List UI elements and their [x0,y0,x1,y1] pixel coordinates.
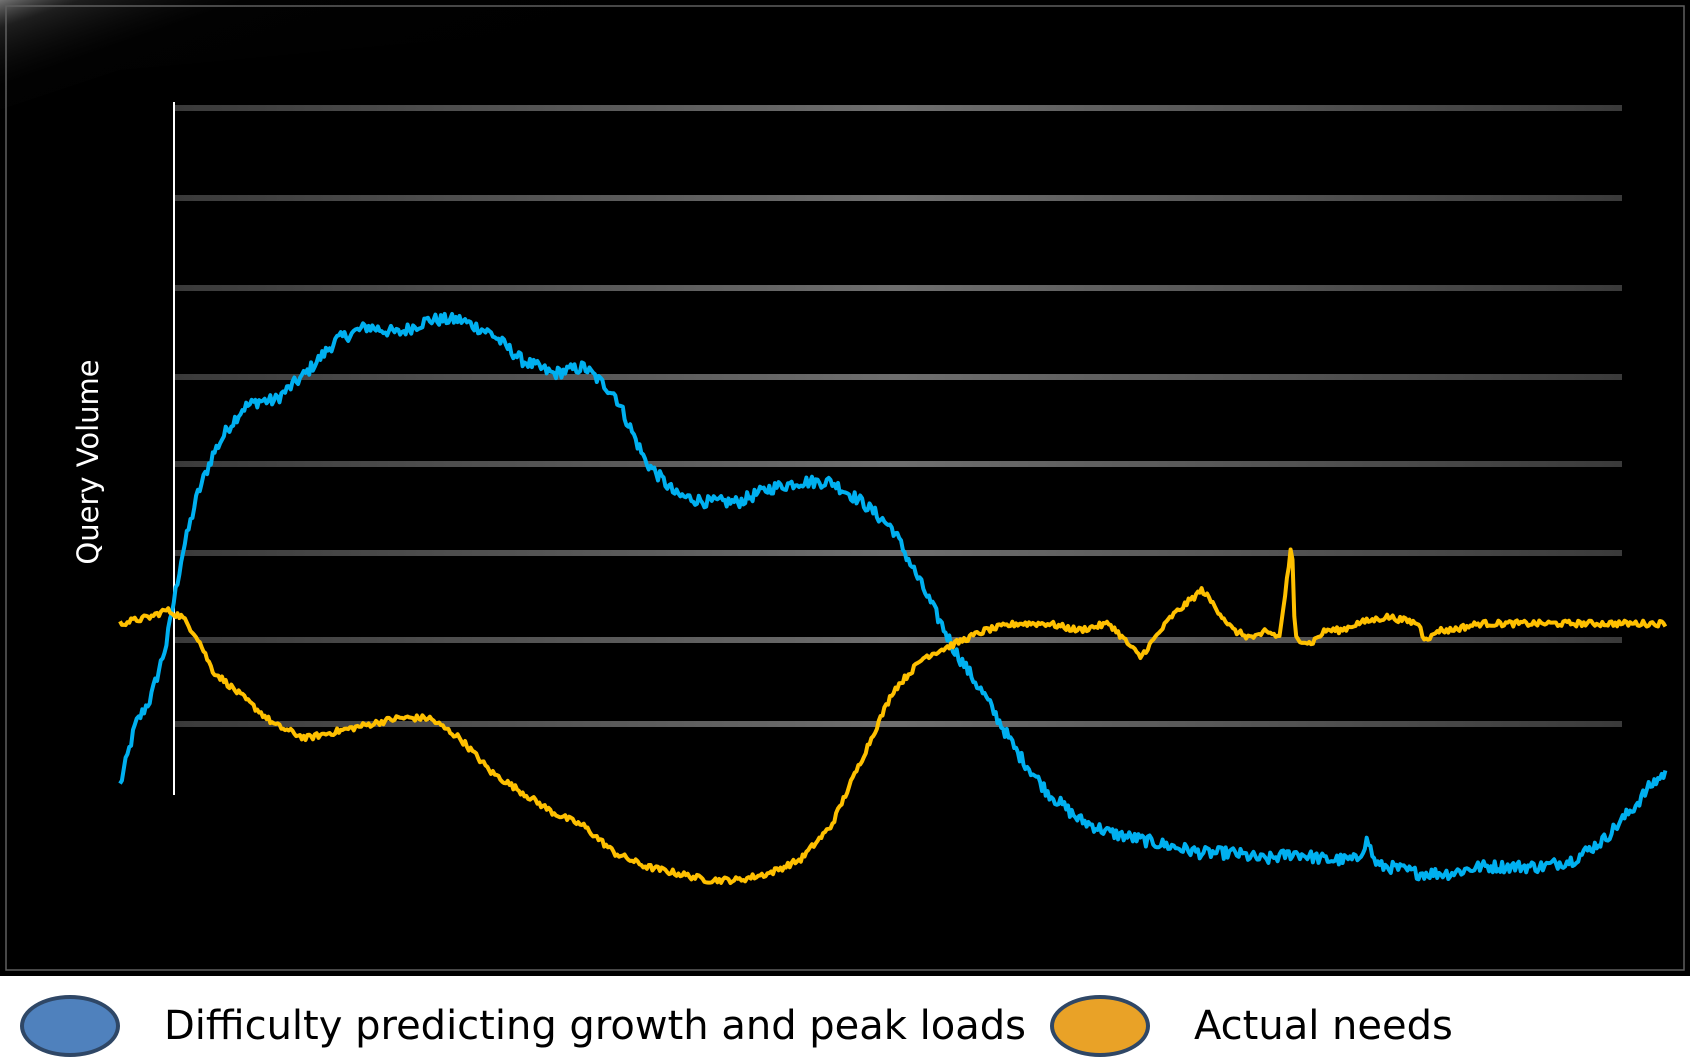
legend-swatch-difficulty [20,995,120,1057]
chart-frame [5,5,1685,971]
legend-swatch-actual-needs [1050,995,1150,1057]
legend-label-difficulty: Difficulty predicting growth and peak lo… [164,1003,1027,1049]
gridline-6 [174,550,1622,556]
series-layer [118,311,1668,885]
y-axis-label: Query Volume [71,359,105,565]
legend-item-difficulty: Difficulty predicting growth and peak lo… [20,993,1026,1059]
legend-item-actual-needs: Actual needs [1050,993,1453,1059]
gridlines [174,105,1622,727]
chart-slide: Query Volume [0,0,1690,976]
gridline-2 [174,195,1622,201]
legend-label-actual-needs: Actual needs [1194,1003,1453,1049]
series-line-actual-needs [118,547,1668,885]
gridline-7 [174,637,1622,643]
gridline-4 [174,374,1622,380]
series-line-difficulty [118,311,1668,882]
corner-sheen [0,0,900,110]
gridline-5 [174,461,1622,467]
gridline-8 [174,721,1622,727]
line-chart [0,0,1685,971]
gridline-1 [174,105,1622,111]
gridline-3 [174,285,1622,291]
